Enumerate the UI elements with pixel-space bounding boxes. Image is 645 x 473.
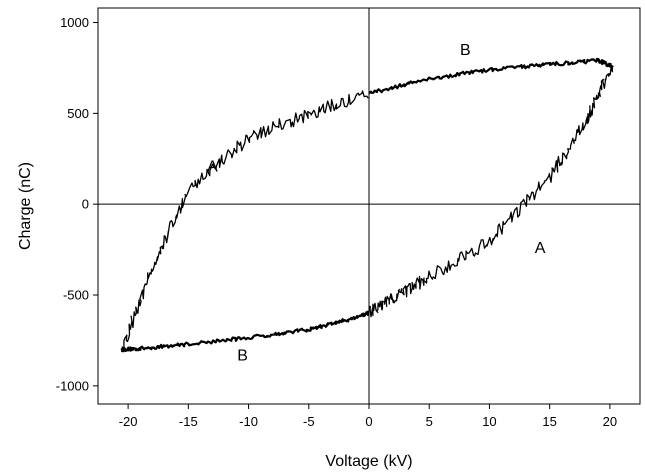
x-tick-label: -15 [179,414,198,429]
x-tick-label: 0 [365,414,372,429]
annotation-label: B [460,42,471,59]
x-tick-label: 5 [426,414,433,429]
y-axis-title: Charge (nC) [17,162,34,250]
series-line-a [121,90,369,350]
series-group [120,57,614,353]
x-tick-label: 15 [542,414,556,429]
series-line-b [368,57,614,95]
y-tick-label: -1000 [56,378,89,393]
annotation-label: A [207,158,218,175]
y-axis: -1000 -500 0 500 1000 [56,15,98,393]
series-line-a [368,65,614,318]
x-axis-title: Voltage (kV) [325,453,412,470]
annotation-label: A [535,240,546,257]
x-tick-label: 20 [603,414,617,429]
plot-area: A A B B [97,7,641,405]
x-tick-label: -20 [119,414,138,429]
annotation-label: B [237,347,248,364]
x-axis: -20 -15 -10 -5 0 5 10 15 20 [119,404,617,429]
y-tick-label: -500 [63,288,89,303]
annotation-group: A A B B [207,42,546,364]
x-tick-label: -5 [303,414,315,429]
y-tick-label: 500 [67,106,89,121]
y-tick-label: 0 [82,197,89,212]
series-line-b [120,310,370,353]
x-tick-label: 10 [482,414,496,429]
x-tick-label: -10 [239,414,258,429]
y-tick-label: 1000 [60,15,89,30]
